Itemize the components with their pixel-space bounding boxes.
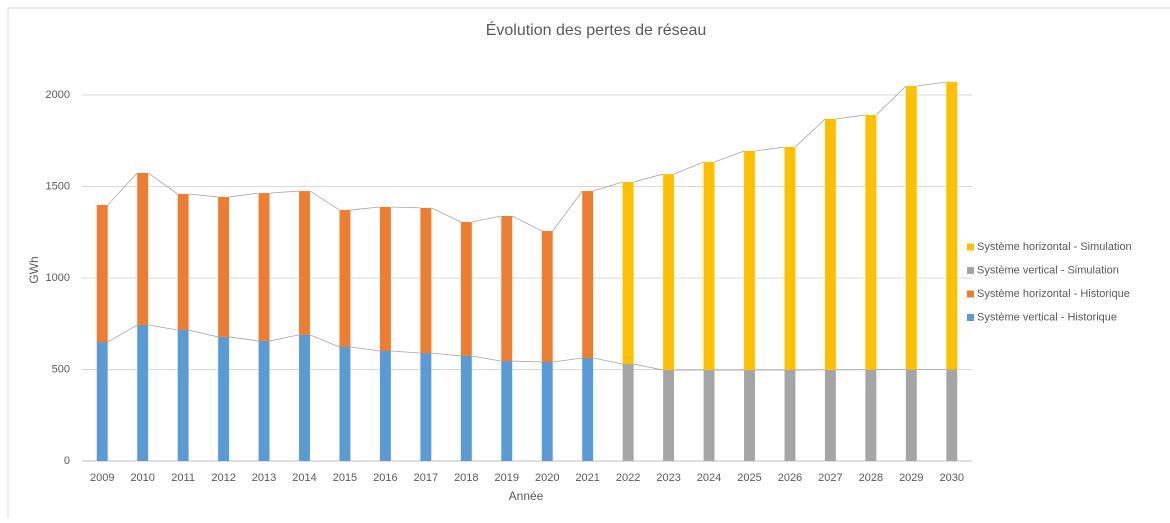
x-tick-label: 2017 [414,472,438,484]
x-axis-label: Année [509,489,544,503]
bar-segment [259,341,270,461]
x-tick-label: 2024 [697,472,721,484]
bar-segment [97,205,108,342]
legend-label: Système vertical - Simulation [977,264,1119,276]
x-tick-label: 2022 [616,472,640,484]
bar-segment [663,370,674,461]
bar-segment [380,207,391,351]
x-tick-label: 2019 [495,472,519,484]
bar-segment [906,370,917,462]
bar-segment [825,119,836,370]
bar-segment [906,86,917,369]
y-tick-label: 500 [52,363,70,375]
bar-segment [461,356,472,461]
x-tick-label: 2016 [373,472,397,484]
bar-segment [501,216,512,361]
bar-segment [582,191,593,358]
x-tick-label: 2026 [778,472,802,484]
legend-label: Système horizontal - Historique [977,288,1130,300]
bar-segment [137,173,148,325]
bar-segment [339,347,350,461]
bar-segment [744,370,755,461]
y-tick-label: 0 [64,455,70,467]
x-tick-label: 2029 [899,472,923,484]
bar-segment [784,147,795,370]
bar-segment [178,330,189,461]
x-tick-label: 2010 [130,472,154,484]
bar-segment [744,151,755,370]
bar-segment [97,342,108,461]
y-axis-label: GWh [27,256,41,283]
bar-segment [218,197,229,337]
bar-segment [663,174,674,370]
bar-segment [865,115,876,370]
bar-segment [218,337,229,461]
x-tick-label: 2020 [535,472,559,484]
x-tick-label: 2028 [859,472,883,484]
bar-segment [420,208,431,353]
bar-segment [946,370,957,462]
bar-segment [420,353,431,461]
y-tick-label: 1000 [46,272,70,284]
x-tick-label: 2015 [333,472,357,484]
bar-segment [623,182,634,364]
bar-segment [865,370,876,461]
bar-segment [704,370,715,461]
x-tick-label: 2013 [252,472,276,484]
bar-segment [178,194,189,330]
x-tick-label: 2012 [211,472,235,484]
legend-swatch [967,291,974,298]
bar-segment [582,358,593,461]
bar-segment [542,231,553,362]
legend-swatch [967,314,974,321]
bar-segment [299,191,310,335]
chart-title: Évolution des pertes de réseau [486,20,707,39]
bar-segment [380,351,391,461]
bar-segment [299,335,310,461]
bar-segment [704,162,715,370]
x-tick-label: 2030 [940,472,964,484]
bar-segment [784,370,795,461]
bar-segment [501,361,512,461]
legend-swatch [967,244,974,251]
legend-label: Système horizontal - Simulation [977,241,1132,253]
y-tick-label: 1500 [46,180,70,192]
legend-label: Système vertical - Historique [977,311,1117,323]
x-tick-label: 2023 [656,472,680,484]
bar-segment [259,193,270,341]
x-tick-label: 2027 [818,472,842,484]
bar-segment [623,364,634,461]
x-tick-label: 2018 [454,472,478,484]
x-tick-label: 2009 [90,472,114,484]
y-tick-label: 2000 [46,89,70,101]
bar-segment [946,82,957,369]
x-tick-label: 2021 [575,472,599,484]
bar-segment [461,222,472,356]
bar-segment [825,370,836,461]
bar-segment [137,325,148,461]
bar-segment [542,362,553,461]
bar-segment [339,210,350,347]
x-tick-label: 2014 [292,472,316,484]
legend-swatch [967,267,974,274]
x-tick-label: 2025 [737,472,761,484]
x-tick-label: 2011 [171,472,195,484]
